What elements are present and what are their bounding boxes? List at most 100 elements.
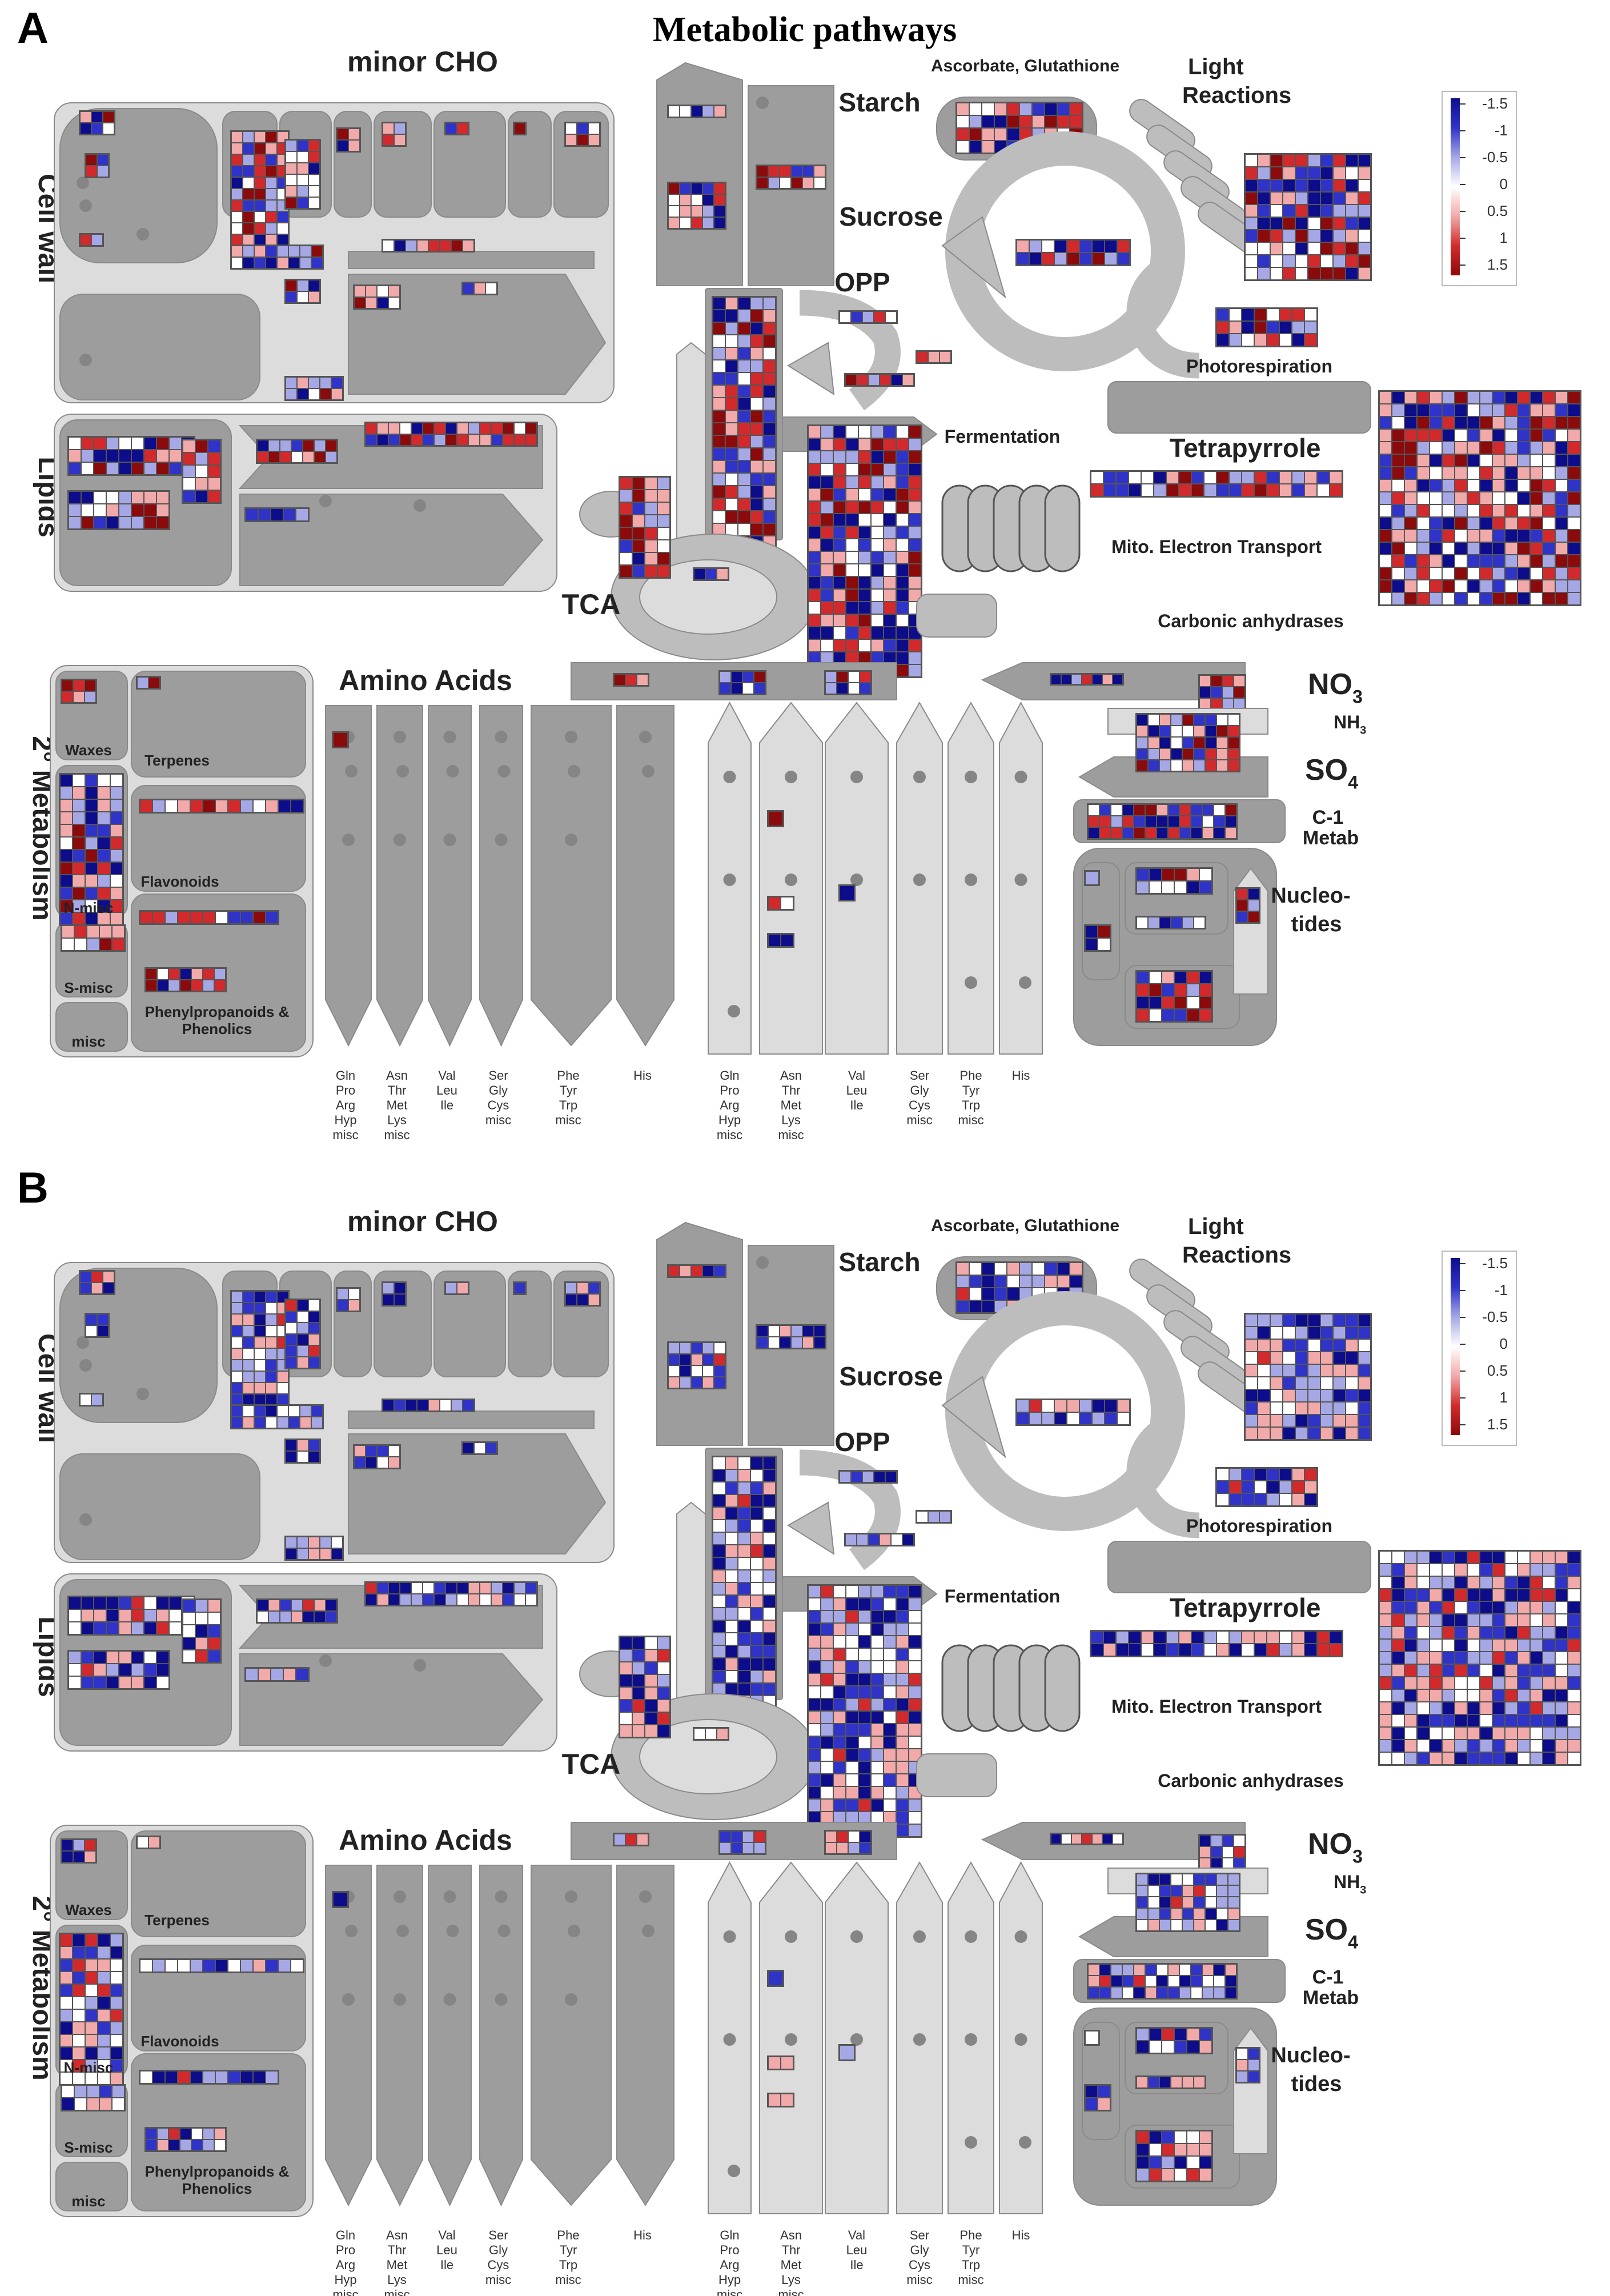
- heat-cell: [713, 1621, 725, 1632]
- heatmap-block: [230, 130, 290, 247]
- heat-cell: [1292, 484, 1304, 496]
- heat-cell: [1418, 404, 1429, 416]
- heatmap-block: [767, 933, 794, 948]
- heat-cell: [111, 875, 122, 887]
- heat-cell: [859, 1812, 870, 1824]
- cell-wall-box: [59, 1453, 260, 1560]
- heat-cell: [1430, 1677, 1442, 1689]
- heat-cell: [1418, 1702, 1429, 1714]
- heat-cell: [232, 1417, 242, 1428]
- heat-cell: [769, 1972, 782, 1985]
- heat-cell: [751, 423, 762, 435]
- heat-cell: [1392, 492, 1404, 504]
- heat-cell: [834, 1800, 845, 1811]
- heatmap-block: [1090, 1630, 1343, 1657]
- heat-cell: [897, 1800, 908, 1811]
- heat-cell: [1237, 2060, 1247, 2070]
- heat-cell: [738, 298, 750, 309]
- heat-cell: [1162, 2169, 1174, 2181]
- heat-cell: [884, 590, 896, 601]
- heat-cell: [764, 1646, 775, 1657]
- heat-cell: [203, 912, 215, 923]
- heat-cell: [897, 652, 908, 664]
- gene-dot: [79, 1359, 92, 1372]
- heat-cell: [1192, 484, 1203, 496]
- heat-cell: [98, 850, 110, 861]
- heat-cell: [620, 490, 632, 502]
- heat-cell: [196, 1613, 207, 1624]
- cho-box: [334, 1271, 372, 1377]
- heat-cell: [280, 440, 291, 451]
- heat-cell: [113, 939, 124, 950]
- heat-cell: [995, 116, 1006, 127]
- heat-cell: [713, 411, 725, 422]
- heat-cell: [1531, 1677, 1542, 1689]
- heat-cell: [1137, 715, 1147, 725]
- heat-cell: [73, 800, 85, 811]
- heat-cell: [1230, 322, 1241, 333]
- heat-cell: [196, 478, 207, 490]
- heat-cell: [1455, 492, 1467, 504]
- heat-cell: [1179, 1632, 1191, 1643]
- heat-cell: [1418, 467, 1429, 479]
- heat-cell: [1505, 1665, 1517, 1676]
- heat-cell: [157, 450, 168, 462]
- heat-cell: [846, 1712, 858, 1723]
- label-metab: Metab: [1303, 827, 1359, 849]
- heat-cell: [872, 627, 883, 639]
- heat-cell: [326, 440, 336, 451]
- heat-cell: [769, 2057, 780, 2069]
- heat-cell: [703, 1343, 713, 1353]
- aa-label: Lys: [387, 1113, 406, 1127]
- heat-cell: [1568, 480, 1580, 491]
- heat-cell: [1149, 917, 1159, 928]
- heat-cell: [897, 1611, 908, 1622]
- heat-cell: [764, 360, 775, 372]
- heat-cell: [620, 1637, 632, 1649]
- heat-cell: [1321, 193, 1332, 204]
- heat-cell: [1080, 1400, 1091, 1412]
- heat-cell: [423, 435, 433, 445]
- heat-cell: [355, 298, 365, 308]
- heat-cell: [903, 375, 913, 385]
- heat-cell: [1113, 1834, 1122, 1844]
- heat-cell: [1443, 1753, 1454, 1764]
- heat-cell: [383, 1283, 394, 1293]
- heat-cell: [713, 1658, 725, 1670]
- heat-cell: [809, 590, 820, 601]
- heat-cell: [720, 683, 730, 694]
- heat-cell: [232, 1395, 242, 1405]
- heatmap-block: [1135, 2027, 1213, 2054]
- heat-cell: [1104, 1632, 1115, 1643]
- heat-cell: [1067, 241, 1079, 252]
- heatmap-block: [182, 1598, 222, 1664]
- heat-cell: [837, 1843, 848, 1853]
- heat-cell: [1280, 334, 1291, 346]
- lipids-arrow-bottom: [239, 1653, 544, 1746]
- heat-cell: [312, 1406, 322, 1416]
- heat-cell: [111, 1960, 122, 1971]
- heatmap-block: [767, 2093, 794, 2107]
- heat-cell: [1346, 1415, 1358, 1427]
- heat-cell: [486, 283, 496, 294]
- heat-cell: [1505, 518, 1517, 529]
- heat-cell: [1296, 155, 1307, 166]
- heat-cell: [726, 499, 737, 510]
- heat-cell: [872, 590, 883, 601]
- heat-cell: [259, 1669, 270, 1680]
- heat-cell: [1430, 593, 1442, 604]
- heat-cell: [1531, 1702, 1542, 1714]
- heat-cell: [1321, 1327, 1332, 1339]
- heat-cell: [1392, 1728, 1404, 1739]
- heat-cell: [73, 2047, 85, 2059]
- heat-cell: [1359, 1415, 1370, 1427]
- aa-label: Cys: [488, 2258, 509, 2272]
- heat-cell: [86, 1326, 97, 1336]
- heat-cell: [1217, 1920, 1227, 1930]
- heat-cell: [1418, 1627, 1429, 1638]
- heat-cell: [692, 1266, 702, 1276]
- gene-dot: [394, 1890, 406, 1903]
- amino-column-dark: [376, 1865, 423, 2207]
- heat-cell: [1455, 1677, 1467, 1689]
- heat-cell: [232, 1372, 242, 1382]
